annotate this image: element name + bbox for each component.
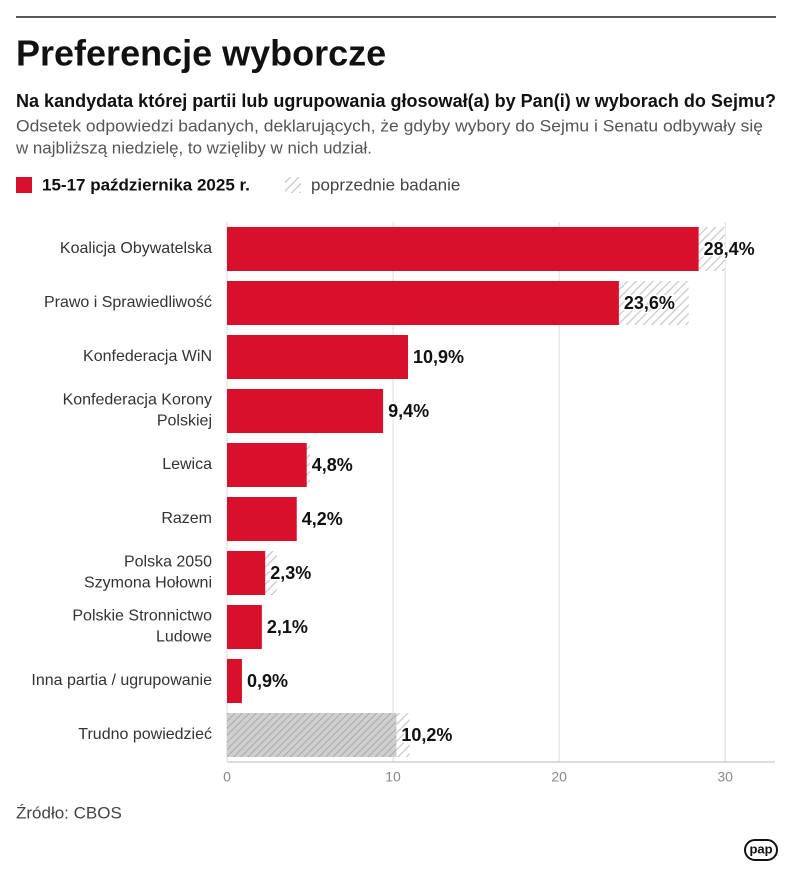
description: w najbliższą niedzielę, to wzięliby w ni…: [15, 138, 372, 157]
bar: [227, 335, 409, 379]
value-label: 2,3%: [270, 563, 311, 583]
legend-swatch: [285, 177, 301, 193]
y-tick-label: Trudno powiedzieć: [78, 726, 212, 743]
bar: [227, 713, 397, 757]
bar: [227, 281, 619, 325]
value-label: 10,9%: [413, 347, 464, 367]
y-tick-label: Polskie Stronnictwo Ludowe: [72, 608, 212, 646]
legend-label: poprzednie badanie: [311, 175, 460, 194]
y-tick-label: Razem: [161, 510, 212, 527]
y-tick-label: Prawo i Sprawiedliwość: [44, 294, 212, 311]
bar: [227, 551, 266, 595]
y-tick-label: Lewica: [162, 456, 212, 473]
value-label: 28,4%: [704, 239, 755, 259]
value-label: 4,2%: [302, 509, 343, 529]
logo-badge: [744, 839, 778, 861]
subtitle: Na kandydata której partii lub ugrupowan…: [16, 91, 776, 111]
value-label: 0,9%: [247, 671, 288, 691]
x-tick-label: 10: [385, 769, 401, 785]
value-label: 9,4%: [388, 401, 429, 421]
value-label: 23,6%: [624, 293, 675, 313]
value-label: 2,1%: [267, 617, 308, 637]
y-tick-label: Polska 2050 Szymona Hołowni: [84, 554, 212, 592]
bar: [227, 497, 297, 541]
source: Źródło: CBOS: [16, 803, 122, 822]
x-tick-label: 30: [717, 769, 733, 785]
x-tick-label: 20: [551, 769, 567, 785]
bar: [227, 227, 699, 271]
legend-label: 15-17 października 2025 r.: [42, 175, 250, 194]
bar: [227, 443, 307, 487]
x-tick-label: 0: [223, 769, 231, 785]
y-tick-label: Inna partia / ugrupowanie: [31, 672, 212, 689]
y-tick-label: Konfederacja Korony Polskiej: [63, 392, 212, 430]
bar: [227, 389, 384, 433]
value-label: 4,8%: [312, 455, 353, 475]
legend-swatch: [16, 177, 32, 193]
bar: [227, 659, 242, 703]
y-tick-label: Konfederacja WiN: [83, 348, 212, 365]
bar: [227, 605, 262, 649]
title: Preferencje wyborcze: [16, 33, 386, 74]
value-label: 10,2%: [401, 725, 452, 745]
y-tick-label: Koalicja Obywatelska: [60, 240, 212, 257]
description: Odsetek odpowiedzi badanych, deklarujący…: [16, 116, 763, 135]
logo: pap: [749, 841, 772, 856]
